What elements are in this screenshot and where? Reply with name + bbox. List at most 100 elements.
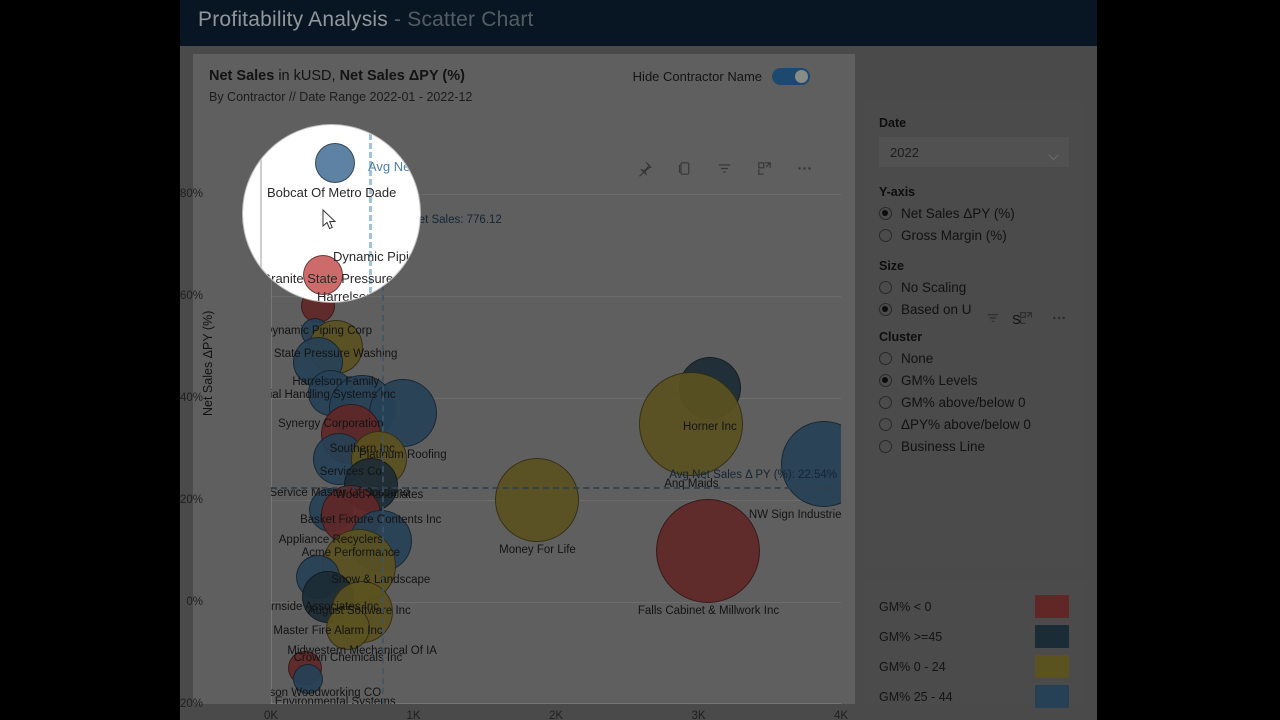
legend-item[interactable]: GM% < 0 <box>879 595 1069 618</box>
yaxis-option[interactable]: Gross Margin (%) <box>879 228 1069 243</box>
radio-button[interactable] <box>879 440 892 453</box>
y-axis-title: Net Sales ΔPY (%) <box>201 310 215 416</box>
magnified-label-harrelson: Harrelson Family <box>317 289 416 302</box>
bubble-point[interactable] <box>325 605 370 650</box>
bubble-label: Burnside Associates Inc <box>271 600 380 613</box>
app-window: Profitability Analysis - Scatter Chart N… <box>180 0 1097 720</box>
bubble-label: Harrelson Family <box>292 376 380 388</box>
bubble-label: Horner Inc <box>683 420 737 433</box>
date-dropdown[interactable]: 2022 <box>879 137 1069 167</box>
yaxis-option-label: Gross Margin (%) <box>901 228 1007 243</box>
bubble-label: J S Benson Woodworking CO <box>271 687 382 700</box>
radio-button[interactable] <box>879 281 892 294</box>
controls-panel: Date 2022 Y-axis Net Sales ΔPY (%) Gross … <box>863 102 1085 567</box>
bubble-label: Wood Associates <box>335 489 424 502</box>
copy-icon[interactable] <box>676 160 693 177</box>
page-title: Profitability Analysis - Scatter Chart <box>198 8 534 32</box>
legend-item[interactable]: GM% 25 - 44 <box>879 685 1069 708</box>
radio-button[interactable] <box>879 374 892 387</box>
focus-mode-icon[interactable] <box>756 160 773 177</box>
cluster-option[interactable]: GM% above/below 0 <box>879 395 1069 410</box>
cluster-option-label: Business Line <box>901 439 986 454</box>
cluster-option[interactable]: GM% Levels <box>879 373 1069 388</box>
y-tick-label: 80% <box>180 188 203 200</box>
bubble-label: Master Fire Alarm Inc <box>273 624 383 637</box>
bubble-label: Platinum Roofing <box>359 449 447 462</box>
bubble-label: Services Co <box>319 465 382 478</box>
radio-button[interactable] <box>879 303 892 316</box>
focus-mode-icon[interactable] <box>1018 310 1034 326</box>
date-dropdown-value: 2022 <box>890 144 919 160</box>
pin-icon[interactable] <box>636 160 653 177</box>
legend-item[interactable]: GM% >=45 <box>879 625 1069 648</box>
bubble-label: Crown Chemicals Inc <box>293 651 403 664</box>
bubble-label: Basket Fixture Contents Inc <box>300 513 442 526</box>
cluster-option-label: GM% Levels <box>901 373 978 388</box>
legend-item-label: GM% 0 - 24 <box>879 659 946 674</box>
radio-button[interactable] <box>879 396 892 409</box>
x-tick-label: 1K <box>406 710 421 720</box>
more-options-icon[interactable] <box>1051 310 1067 326</box>
legend-color-swatch <box>1035 655 1069 678</box>
bubble-point[interactable] <box>656 499 761 603</box>
hide-contractor-name-toggle-group[interactable]: Hide Contractor Name <box>633 68 810 85</box>
legend-color-swatch <box>1035 625 1069 648</box>
magnified-y-axis-line <box>260 125 262 302</box>
gridline <box>271 398 841 399</box>
bubble-label: Service Master Of Scotland <box>271 487 410 500</box>
bubble-label: Granite State Pressure Washing <box>271 347 398 360</box>
size-option[interactable]: Based on U <box>879 302 1069 317</box>
radio-button[interactable] <box>879 352 892 365</box>
chart-title-measure-2: Net Sales ΔPY (%) <box>339 68 465 84</box>
bubble-label: Acme Performance <box>301 547 401 560</box>
size-radio-group[interactable]: No Scaling Based on U <box>879 280 1069 317</box>
app-body: Net Sales in kUSD, Net Sales ΔPY (%) By … <box>180 46 1097 720</box>
bubble-point[interactable] <box>495 458 580 542</box>
radio-button[interactable] <box>879 418 892 431</box>
y-tick-label: -20% <box>180 698 203 710</box>
legend-item-label: GM% < 0 <box>879 599 932 614</box>
legend-items[interactable]: GM% < 0 GM% >=45 GM% 0 - 24 GM% 25 - 44 <box>879 595 1069 708</box>
y-tick-label: 60% <box>180 290 203 302</box>
legend-item[interactable]: GM% 0 - 24 <box>879 655 1069 678</box>
magnified-bubble-bobcat[interactable] <box>315 143 355 183</box>
floating-action-icons[interactable] <box>985 310 1067 326</box>
chart-action-icons[interactable] <box>636 160 813 177</box>
radio-button[interactable] <box>879 229 892 242</box>
bubble-label: Southern Inc <box>329 443 395 456</box>
bubble-label: Anq Maids <box>664 477 719 490</box>
cluster-radio-group[interactable]: None GM% Levels GM% above/below 0 ΔPY% abov… <box>879 351 1069 454</box>
more-options-icon[interactable] <box>796 160 813 177</box>
y-tick-label: 40% <box>180 392 203 404</box>
hide-contractor-name-switch[interactable] <box>772 68 810 85</box>
radio-button[interactable] <box>879 207 892 220</box>
bubble-point[interactable] <box>293 663 324 694</box>
bubble-point[interactable] <box>639 371 744 476</box>
yaxis-option[interactable]: Net Sales ΔPY (%) <box>879 206 1069 221</box>
cluster-option[interactable]: Business Line <box>879 439 1069 454</box>
chart-title: Net Sales in kUSD, Net Sales ΔPY (%) <box>209 68 465 84</box>
chart-subtitle: By Contractor // Date Range 2022-01 - 20… <box>209 90 473 104</box>
page-title-suffix: - Scatter Chart <box>387 8 534 31</box>
filter-icon[interactable] <box>716 160 733 177</box>
cluster-section-label: Cluster <box>879 330 923 344</box>
x-tick-label: 4K <box>833 710 849 720</box>
bubble-label: Falls Cabinet & Millwork Inc <box>637 605 780 617</box>
yaxis-radio-group[interactable]: Net Sales ΔPY (%) Gross Margin (%) <box>879 206 1069 243</box>
legend-item-label: GM% >=45 <box>879 629 943 644</box>
legend-panel: GM% < 0 GM% >=45 GM% 0 - 24 GM% 25 - 44 <box>863 581 1085 708</box>
size-option-partial-text: S <box>1012 312 1021 327</box>
magnified-avg-net-sales-line <box>369 125 372 302</box>
cluster-option[interactable]: None <box>879 351 1069 366</box>
control-sidebar: Date 2022 Y-axis Net Sales ΔPY (%) Gross … <box>863 54 1085 708</box>
cluster-option-label: None <box>901 351 934 366</box>
magnified-bubble-dynamic-piping[interactable] <box>303 255 343 295</box>
chevron-down-icon <box>1047 148 1060 161</box>
filter-icon[interactable] <box>985 310 1001 326</box>
plot-region: Net Sales ΔPY (%) Net Sales -20%0%20%40%… <box>180 116 855 720</box>
cluster-option[interactable]: ΔPY% above/below 0 <box>879 417 1069 432</box>
size-option[interactable]: No Scaling <box>879 280 1069 295</box>
bubble-label: Material Handling Systems Inc <box>271 389 396 402</box>
bubble-point[interactable] <box>780 421 841 508</box>
